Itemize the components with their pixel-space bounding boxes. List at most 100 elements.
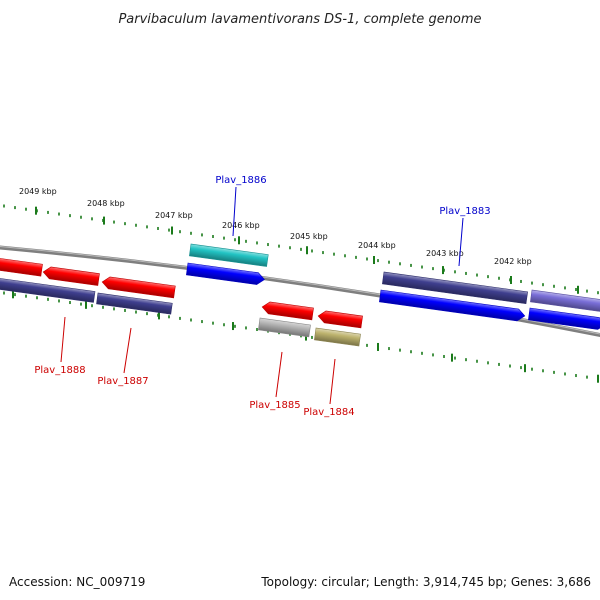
ruler-minor-tick: [542, 283, 544, 287]
ruler-minor-tick: [179, 230, 181, 234]
ruler-minor-tick: [531, 367, 533, 371]
ruler-minor-tick: [245, 326, 247, 330]
ruler-major-tick: [373, 256, 375, 265]
lavender-cog-block-shape[interactable]: [530, 289, 600, 313]
ruler-minor-tick: [432, 353, 434, 357]
red-gene-arrow-shape[interactable]: [0, 257, 43, 277]
ruler-minor-tick: [179, 316, 181, 320]
ruler-minor-tick: [410, 350, 412, 354]
ruler-minor-tick: [498, 362, 500, 366]
gene-label[interactable]: Plav_1884: [303, 407, 354, 418]
ruler-minor-tick: [168, 228, 170, 232]
ruler-minor-tick: [58, 299, 60, 303]
ruler-minor-tick: [47, 210, 49, 214]
ruler-label: 2045 kbp: [290, 232, 328, 241]
gene-label-leader: [60, 316, 66, 363]
ruler-minor-tick: [135, 223, 137, 227]
ruler-minor-tick: [399, 348, 401, 352]
ruler-minor-tick: [531, 281, 533, 285]
ruler-minor-tick: [553, 284, 555, 288]
gray-cog-block-shape[interactable]: [258, 317, 311, 338]
ruler-major-tick: [597, 374, 599, 383]
ruler-minor-tick: [267, 243, 269, 247]
ruler-label: 2048 kbp: [87, 199, 125, 208]
red-gene-arrow[interactable]: [0, 257, 43, 277]
gene-label[interactable]: Plav_1883: [439, 206, 490, 217]
gray-cog-block[interactable]: [258, 317, 311, 338]
gene-label[interactable]: Plav_1888: [34, 365, 85, 376]
ruler-minor-tick: [91, 304, 93, 308]
ruler-minor-tick: [333, 252, 335, 256]
ruler-minor-tick: [443, 354, 445, 358]
blue-gene-arrow[interactable]: [528, 307, 600, 330]
ruler-minor-tick: [245, 239, 247, 243]
red-gene-arrow[interactable]: [42, 266, 100, 286]
ruler-minor-tick: [586, 289, 588, 293]
ruler-minor-tick: [520, 366, 522, 370]
ruler-minor-tick: [454, 356, 456, 360]
blue-gene-arrow[interactable]: [379, 289, 526, 322]
ruler-minor-tick: [168, 315, 170, 319]
cog-navy-block[interactable]: [382, 271, 528, 305]
ruler-minor-tick: [146, 225, 148, 229]
ruler-minor-tick: [157, 226, 159, 230]
cog-navy-block-shape[interactable]: [0, 276, 96, 303]
ruler-minor-tick: [25, 207, 27, 211]
ruler-major-tick: [171, 226, 173, 235]
ruler-minor-tick: [575, 287, 577, 291]
ruler-minor-tick: [399, 262, 401, 266]
ruler-minor-tick: [58, 212, 60, 216]
blue-gene-arrow-shape[interactable]: [379, 289, 526, 322]
ruler-minor-tick: [124, 222, 126, 226]
ruler-minor-tick: [542, 369, 544, 373]
ruler-major-tick: [158, 311, 160, 320]
ruler-minor-tick: [146, 312, 148, 316]
cog-navy-block[interactable]: [96, 292, 173, 315]
red-gene-arrow[interactable]: [261, 301, 314, 321]
blue-gene-arrow-shape[interactable]: [186, 262, 265, 286]
cyan-cog-block-shape[interactable]: [189, 243, 269, 267]
blue-gene-arrow-shape[interactable]: [528, 307, 600, 330]
ruler-minor-tick: [190, 231, 192, 235]
genome-summary-text: Topology: circular; Length: 3,914,745 bp…: [260, 575, 591, 589]
gene-label[interactable]: Plav_1885: [249, 400, 300, 411]
blue-gene-arrow[interactable]: [186, 262, 265, 286]
ruler-minor-tick: [234, 324, 236, 328]
ruler-major-tick: [238, 236, 240, 245]
ruler-label: 2043 kbp: [426, 249, 464, 258]
gene-label[interactable]: Plav_1887: [97, 376, 148, 387]
ruler-label: 2047 kbp: [155, 211, 193, 220]
ruler-minor-tick: [355, 255, 357, 259]
ruler-minor-tick: [234, 238, 236, 242]
ruler-minor-tick: [113, 307, 115, 311]
ruler-minor-tick: [135, 310, 137, 314]
red-gene-arrow[interactable]: [317, 310, 363, 329]
ruler-label: 2044 kbp: [358, 241, 396, 250]
ruler-minor-tick: [476, 359, 478, 363]
ruler-minor-tick: [487, 361, 489, 365]
olive-cog-block-shape[interactable]: [314, 327, 361, 347]
red-gene-arrow-shape[interactable]: [317, 310, 363, 329]
map-title: Parvibaculum lavamentivorans DS-1, compl…: [118, 12, 481, 27]
ruler-major-tick: [377, 342, 379, 351]
ruler-minor-tick: [597, 291, 599, 295]
ruler-minor-tick: [454, 270, 456, 274]
red-gene-arrow-shape[interactable]: [42, 266, 100, 286]
ruler-minor-tick: [69, 214, 71, 218]
ruler-major-tick: [451, 353, 453, 362]
cog-navy-block-shape[interactable]: [382, 271, 528, 305]
ruler-minor-tick: [388, 260, 390, 264]
lavender-cog-block[interactable]: [530, 289, 600, 313]
ruler-minor-tick: [487, 275, 489, 279]
ruler-minor-tick: [366, 257, 368, 261]
gene-label[interactable]: Plav_1886: [215, 175, 266, 186]
ruler-major-tick: [306, 246, 308, 255]
cog-navy-block[interactable]: [0, 276, 96, 303]
cyan-cog-block[interactable]: [189, 243, 269, 267]
cog-navy-block-shape[interactable]: [96, 292, 173, 315]
red-gene-arrow-shape[interactable]: [261, 301, 314, 321]
olive-cog-block[interactable]: [314, 327, 361, 347]
red-gene-arrow[interactable]: [101, 276, 176, 299]
red-gene-arrow-shape[interactable]: [101, 276, 176, 299]
